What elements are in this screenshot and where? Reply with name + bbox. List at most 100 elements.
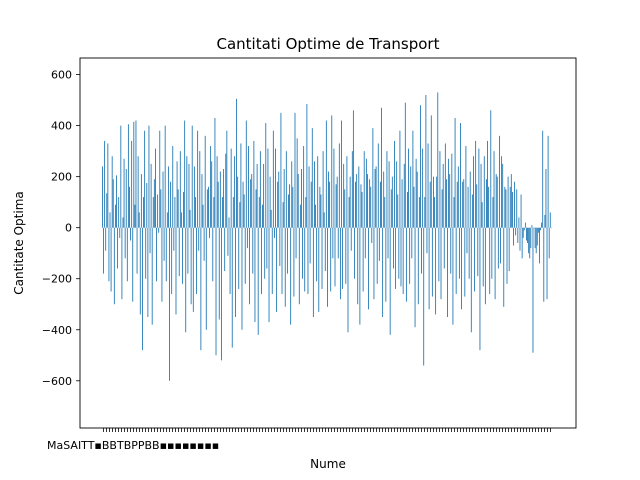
bar — [297, 174, 299, 228]
bar — [183, 191, 184, 228]
bar — [253, 140, 255, 228]
bar — [217, 181, 219, 228]
bar — [229, 227, 231, 295]
bar — [483, 156, 485, 228]
bar — [303, 146, 305, 228]
bar — [369, 179, 371, 228]
bar — [133, 121, 135, 228]
bar — [272, 130, 274, 228]
bar — [415, 158, 417, 228]
bar — [243, 194, 245, 228]
bar — [504, 186, 506, 228]
bar — [218, 227, 220, 320]
bar — [413, 186, 415, 228]
bar — [478, 148, 480, 228]
bar — [346, 156, 348, 228]
bar — [506, 227, 508, 284]
bar — [258, 197, 260, 228]
bar — [438, 227, 440, 282]
bar — [495, 174, 497, 228]
bar — [347, 227, 349, 333]
bar — [549, 212, 551, 228]
bar — [199, 151, 201, 228]
bar — [487, 140, 488, 228]
bar — [314, 161, 315, 228]
bar — [197, 130, 199, 228]
bar — [543, 227, 545, 302]
bar — [371, 227, 373, 243]
bar — [279, 227, 281, 266]
bar — [170, 181, 172, 228]
bar — [304, 227, 306, 292]
bar — [178, 227, 180, 277]
bar — [458, 227, 460, 279]
bar — [513, 227, 514, 246]
bar — [427, 143, 429, 228]
bar — [252, 227, 254, 274]
bar — [331, 115, 333, 228]
bar — [180, 212, 182, 228]
bar — [150, 163, 152, 228]
bar — [460, 123, 461, 228]
bar — [189, 209, 191, 228]
bar — [400, 227, 402, 287]
bar — [328, 171, 329, 228]
bar — [282, 202, 284, 228]
bar — [259, 151, 261, 228]
bar — [224, 227, 226, 272]
bar — [204, 135, 206, 228]
bar — [430, 115, 432, 228]
bar — [511, 191, 513, 228]
bar — [516, 189, 518, 228]
bar — [534, 227, 536, 249]
bar — [443, 227, 445, 269]
bar — [334, 227, 336, 287]
bar — [548, 227, 550, 259]
bar — [505, 189, 507, 228]
bar — [186, 156, 188, 228]
bar — [361, 191, 363, 228]
bar — [494, 227, 496, 300]
bar — [275, 148, 276, 228]
bar — [163, 227, 165, 261]
bar — [187, 227, 189, 274]
bar — [298, 227, 300, 305]
bar — [471, 194, 473, 228]
y-tick-label: −600 — [42, 375, 72, 388]
bar — [312, 227, 314, 317]
bar — [540, 227, 541, 231]
bar — [405, 227, 407, 302]
bar — [433, 176, 434, 228]
bar — [202, 204, 204, 228]
bar — [219, 171, 221, 228]
bar — [482, 227, 484, 287]
bar — [403, 163, 405, 228]
bar — [539, 227, 540, 264]
bar — [131, 140, 133, 228]
bar — [341, 120, 342, 228]
bar — [134, 204, 136, 228]
bar — [323, 212, 325, 228]
bar — [225, 153, 227, 228]
bar — [500, 227, 501, 264]
bar — [208, 186, 209, 228]
bar — [299, 204, 301, 228]
bar — [198, 227, 200, 251]
bar — [228, 217, 230, 228]
bar — [421, 227, 422, 274]
bar — [318, 227, 320, 312]
bar — [265, 123, 267, 228]
x-tick-marks — [103, 428, 551, 432]
bar — [330, 227, 332, 292]
bar — [172, 146, 174, 228]
bar — [550, 227, 552, 229]
bar — [270, 209, 272, 228]
bar — [130, 227, 131, 241]
bar — [333, 148, 335, 228]
bar — [452, 227, 454, 325]
bar — [321, 227, 323, 289]
bar — [169, 227, 170, 381]
bar — [147, 227, 149, 317]
bar — [342, 227, 344, 289]
bar — [269, 176, 271, 228]
